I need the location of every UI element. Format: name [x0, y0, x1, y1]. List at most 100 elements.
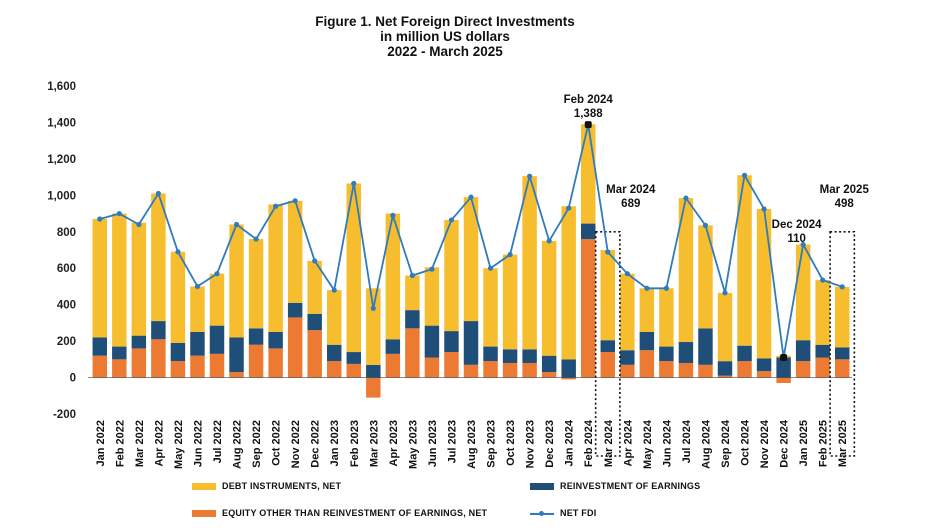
net-fdi-point: [741, 172, 748, 178]
y-tick-label: 1,000: [47, 190, 76, 202]
x-tick-label: Feb 2024: [583, 419, 595, 467]
bar-debt: [835, 286, 850, 348]
net-fdi-point: [155, 190, 161, 197]
bar-equity: [366, 377, 381, 398]
x-tick-label: Jan 2024: [564, 419, 576, 466]
x-tick-label: Mar 2022: [134, 420, 146, 467]
legend-reinvestment-label: REINVESTMENT OF EARNINGS: [560, 481, 701, 491]
bar-equity: [639, 350, 655, 378]
net-fdi-point: [175, 249, 181, 255]
x-tick-label: Feb 2023: [349, 420, 361, 467]
bar-equity: [463, 364, 479, 378]
bar-debt: [170, 251, 186, 343]
bar-debt: [424, 267, 440, 326]
bar-reinvestment: [346, 352, 361, 364]
x-tick-label: Apr 2022: [153, 420, 165, 466]
net-fdi-point: [331, 287, 337, 293]
x-tick-label: Jul 2022: [212, 420, 224, 463]
bar-debt: [756, 209, 772, 359]
annotations: Feb 2024 1,388 Mar 2024 689 Dec 2024 110 Mar 2…: [564, 94, 870, 245]
bar-equity: [678, 362, 694, 378]
y-tick-label: 400: [57, 300, 76, 312]
bar-equity: [561, 377, 576, 380]
bar-debt: [209, 273, 225, 326]
bar-reinvestment: [385, 339, 401, 354]
bar-equity: [581, 239, 596, 378]
bar-reinvestment: [541, 355, 557, 373]
bar-equity: [600, 352, 615, 378]
bar-reinvestment: [248, 328, 264, 345]
fdi-chart: -200 0 200 400 600 800 1,000 1,200 1,400 1,600 Ja…: [47, 81, 870, 469]
net-fdi-point: [351, 180, 357, 187]
bar-equity: [346, 363, 361, 378]
net-fdi-point: [409, 272, 415, 279]
x-tick-label: Nov 2024: [759, 419, 771, 468]
bar-equity: [424, 357, 440, 378]
x-tick-label: Aug 2022: [232, 420, 244, 469]
bar-equity: [307, 330, 322, 378]
bar-reinvestment: [502, 349, 518, 363]
highlight-boxes: [594, 230, 856, 457]
bar-debt: [737, 175, 752, 346]
net-fdi-point: [292, 198, 298, 204]
y-axis: -200 0 200 400 600 800 1,000 1,200 1,400 1,600: [47, 81, 76, 421]
bar-equity: [815, 357, 830, 378]
x-tick-label: May 2023: [407, 420, 419, 469]
highlight-box: [594, 230, 621, 457]
bar-reinvestment: [405, 310, 420, 329]
bar-reinvestment: [366, 364, 381, 378]
x-tick-label: Jul 2024: [681, 419, 693, 463]
net-fdi-point: [507, 251, 513, 258]
bar-equity: [385, 353, 401, 378]
bar-reinvestment: [776, 357, 791, 378]
bar-equity: [717, 375, 733, 378]
net-fdi-point: [468, 194, 474, 200]
bar-equity: [756, 371, 772, 378]
bar-reinvestment: [229, 337, 244, 373]
bar-equity: [737, 361, 752, 378]
bar-equity: [541, 372, 557, 378]
bar-debt: [502, 254, 518, 350]
bar-equity: [502, 362, 518, 378]
bar-reinvestment: [815, 344, 830, 358]
y-tick-label: 1,400: [47, 117, 76, 129]
bar-equity: [170, 361, 186, 378]
x-tick-label: Sep 2024: [720, 419, 732, 468]
net-fdi-point: [273, 203, 279, 209]
x-tick-label: Mar 2023: [368, 420, 380, 467]
bar-debt: [620, 273, 635, 351]
bar-debt: [698, 225, 713, 329]
x-tick-label: Feb 2025: [818, 420, 830, 467]
y-tick-label: 200: [57, 336, 76, 348]
x-tick-label: Dec 2024: [779, 419, 791, 468]
bar-debt: [268, 204, 283, 332]
x-tick-label: Apr 2023: [388, 420, 400, 466]
bar-reinvestment: [463, 321, 479, 365]
bar-reinvestment: [561, 359, 576, 378]
annotation-label: Feb 2024: [564, 94, 614, 106]
bar-debt: [151, 193, 166, 322]
chart-title: Figure 1. Net Foreign Direct Investments…: [0, 14, 890, 59]
bar-reinvestment: [581, 223, 596, 240]
x-tick-label: Oct 2022: [271, 420, 283, 466]
bar-reinvestment: [639, 332, 655, 351]
bar-equity: [776, 377, 791, 384]
x-tick-label: Oct 2023: [505, 420, 517, 466]
legend-debt: DEBT INSTRUMENTS, NET: [192, 481, 341, 491]
net-fdi-point: [194, 283, 201, 290]
title-line-3: 2022 - March 2025: [387, 44, 503, 59]
y-tick-label: 0: [70, 373, 76, 385]
net-fdi-point: [116, 210, 122, 217]
bar-debt: [112, 213, 127, 347]
bar-reinvestment: [92, 337, 107, 356]
net-fdi-point: [839, 284, 845, 290]
bar-equity: [229, 372, 244, 378]
bar-equity: [835, 359, 850, 378]
bar-reinvestment: [307, 313, 322, 331]
bar-debt: [600, 250, 615, 341]
bar-debt: [385, 213, 401, 340]
bar-debt: [190, 286, 205, 332]
net-fdi-point: [546, 238, 552, 244]
net-fdi-point: [527, 173, 533, 179]
bar-equity: [444, 352, 459, 378]
